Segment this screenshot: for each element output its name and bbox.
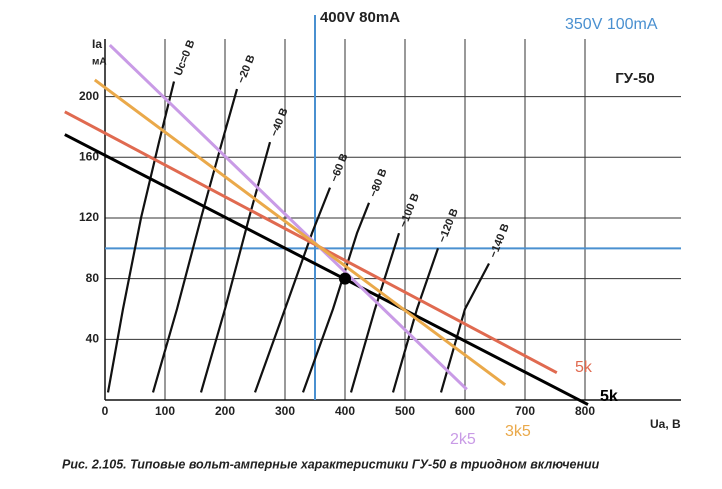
tube-name: ГУ-50 — [615, 70, 655, 87]
series-line — [199, 141, 272, 393]
series-line — [93, 78, 507, 387]
series-line — [439, 262, 490, 393]
curve-label: −60 В — [328, 152, 350, 184]
series-label: 5k — [575, 359, 593, 376]
curve-label: −80 В — [367, 167, 389, 199]
curve-label: Uс=0 В — [172, 38, 197, 77]
series-line — [108, 43, 468, 391]
point-label: 400V 80mA — [320, 9, 400, 26]
y-tick-label: 80 — [86, 271, 100, 285]
tube-box — [600, 62, 670, 96]
x-tick-label: 600 — [455, 404, 475, 418]
x-tick-label: 300 — [275, 404, 295, 418]
series-line — [106, 81, 176, 393]
curve-label: −120 В — [436, 207, 461, 245]
curve-label: −100 В — [397, 192, 422, 230]
series-line — [391, 247, 440, 393]
y-tick-label: 40 — [86, 331, 100, 345]
x-tick-label: 800 — [575, 404, 595, 418]
operating-point — [339, 272, 351, 285]
curve-label: −40 В — [268, 106, 290, 138]
y-tick-label: 160 — [79, 149, 99, 163]
series-line — [349, 232, 401, 393]
series-line — [253, 187, 332, 393]
series-label: 3k5 — [505, 423, 531, 440]
x-label: Uа, В — [650, 417, 681, 431]
series-line — [151, 88, 239, 393]
curve-label: −20 В — [235, 53, 257, 85]
y-label: Iа — [92, 37, 102, 51]
x-tick-label: 0 — [102, 404, 109, 418]
y-tick-label: 120 — [79, 210, 99, 224]
x-tick-label: 400 — [335, 404, 355, 418]
series-line — [64, 133, 589, 406]
x-tick-label: 500 — [395, 404, 415, 418]
y-unit: мА — [92, 57, 107, 68]
x-tick-label: 200 — [215, 404, 235, 418]
series-label: 2k5 — [450, 431, 476, 448]
series-label: 5k — [600, 388, 618, 405]
x-tick-label: 700 — [515, 404, 535, 418]
reference-label: 350V 100mA — [565, 16, 658, 33]
y-tick-label: 200 — [79, 89, 99, 103]
caption: Рис. 2.105. Типовые вольт-амперные харак… — [62, 457, 600, 471]
curve-label: −140 В — [487, 222, 512, 260]
x-tick-label: 100 — [155, 404, 175, 418]
